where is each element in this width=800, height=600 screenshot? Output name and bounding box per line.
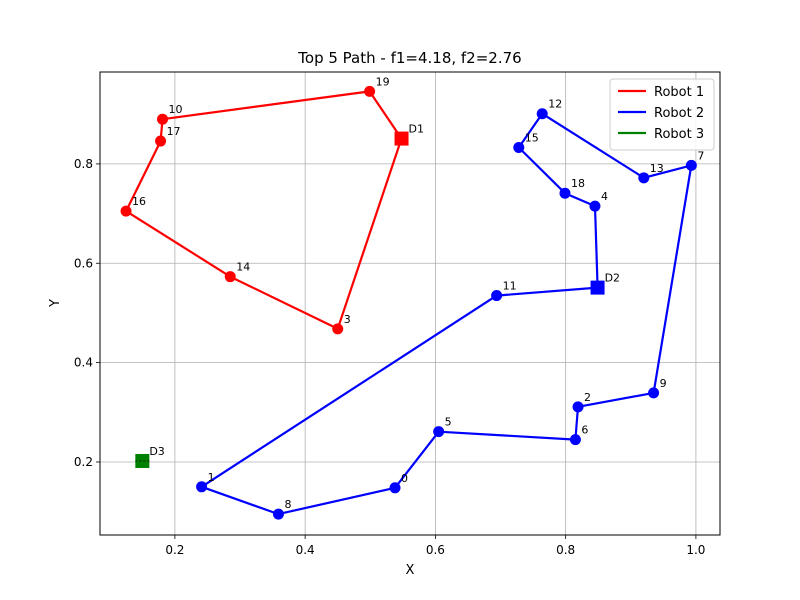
robot-2-point-label: 11 [503, 280, 517, 293]
robot-2-point-label: 4 [601, 190, 608, 203]
robot-2-point [513, 142, 525, 154]
robot-1-point [224, 271, 236, 283]
robot-1-point [157, 113, 169, 125]
robot-1-depot [394, 131, 409, 146]
robot-2-point-label: 5 [445, 416, 452, 429]
plot-frame [99, 71, 721, 536]
robot-2-point [559, 187, 571, 199]
robot-2-point-label: 9 [660, 377, 667, 390]
robot-1-path [124, 90, 403, 330]
x-tick-label: 0.8 [556, 543, 575, 557]
robot-2-point-label: 8 [284, 498, 291, 511]
robot-2-depot [590, 280, 605, 295]
x-ticks: 0.2 0.4 0.6 0.8 1.0 [165, 535, 705, 557]
x-axis-label: X [406, 563, 415, 578]
robot-2-point [589, 200, 601, 212]
y-axis-label: Y [48, 299, 63, 308]
robot-1-point-label: 14 [236, 261, 250, 274]
robot-2-point [648, 387, 660, 399]
robot-2-point-label: 7 [697, 149, 704, 162]
legend-label-robot-2: Robot 2 [654, 106, 704, 121]
robot-2-point [638, 172, 650, 184]
robot-2-point [196, 481, 208, 493]
x-tick-label: 0.6 [426, 543, 445, 557]
y-tick-label: 0.8 [74, 157, 93, 171]
y-tick-label: 0.6 [74, 256, 93, 270]
y-tick-label: 0.2 [74, 455, 93, 469]
robot-2-point-label: 12 [548, 98, 562, 111]
x-tick-label: 1.0 [686, 543, 705, 557]
robot-2-point-label: 18 [571, 177, 585, 190]
robot-2-path [200, 112, 693, 516]
legend-label-robot-3: Robot 3 [654, 127, 704, 142]
robot-1-point-label: 10 [169, 103, 183, 116]
robot-2-point [491, 290, 503, 302]
robot-2-point [536, 108, 548, 120]
robot-2-point-label: 1 [208, 471, 215, 484]
robot-1-point [120, 205, 132, 217]
paths [124, 90, 693, 516]
robot-2-point [272, 508, 284, 520]
x-tick-label: 0.2 [165, 543, 184, 557]
robot-2-point-label: 15 [525, 132, 539, 145]
robot-2-point [572, 401, 584, 413]
robot-2-point [685, 159, 697, 171]
robot-1-point-label: 19 [376, 75, 390, 88]
legend-label-robot-1: Robot 1 [654, 85, 704, 100]
robot-2-point-label: 0 [401, 472, 408, 485]
robot-1-point-label: 3 [344, 313, 351, 326]
robot-3-depot-label: D3 [149, 445, 164, 458]
robot-1-point [364, 85, 376, 97]
grid [100, 72, 720, 535]
robot-2-point [569, 434, 581, 446]
y-tick-label: 0.4 [74, 356, 93, 370]
y-ticks: 0.2 0.4 0.6 0.8 [74, 157, 100, 469]
robot-1-point-label: 17 [167, 125, 181, 138]
robot-2-point-label: 2 [584, 391, 591, 404]
robot-1-point [155, 135, 167, 147]
robot-1-point [332, 323, 344, 335]
x-tick-label: 0.4 [296, 543, 315, 557]
robot-3-depot [135, 453, 150, 468]
robot-1-depot-label: D1 [409, 123, 424, 136]
legend: Robot 1 Robot 2 Robot 3 [609, 78, 715, 151]
robot-2-point [433, 426, 445, 438]
robot-2-point [389, 482, 401, 494]
robot-1-point-label: 16 [132, 195, 146, 208]
robot-2-point-label: 13 [650, 162, 664, 175]
robot-2-depot-label: D2 [605, 272, 620, 285]
robot-2-point-label: 6 [581, 424, 588, 437]
chart-title: Top 5 Path - f1=4.18, f2=2.76 [297, 49, 521, 67]
